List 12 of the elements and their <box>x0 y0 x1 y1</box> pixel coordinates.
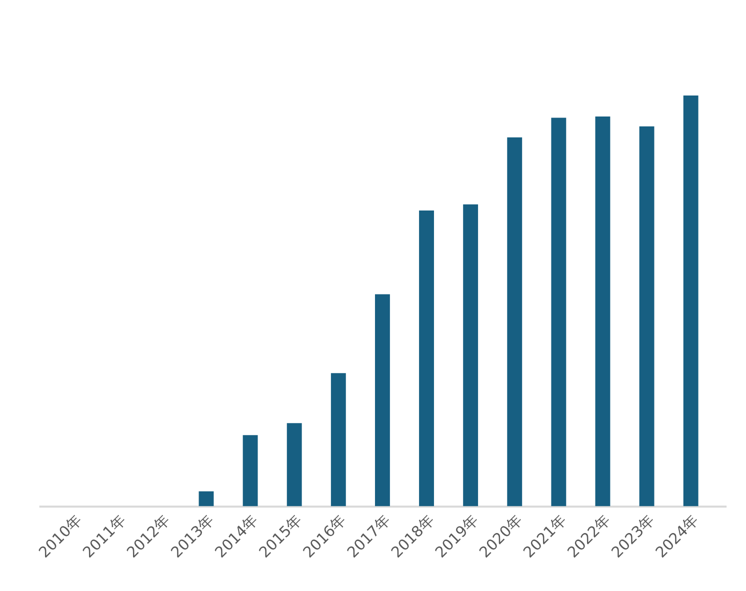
bar <box>639 126 654 506</box>
bar <box>198 491 214 506</box>
bar <box>507 137 522 506</box>
bar <box>551 118 566 506</box>
bar <box>595 116 610 506</box>
bar <box>374 294 390 506</box>
bar <box>286 423 302 506</box>
bar <box>330 373 346 506</box>
bar <box>242 435 258 506</box>
bar <box>419 210 434 506</box>
bar <box>463 204 478 506</box>
bar <box>683 96 698 506</box>
